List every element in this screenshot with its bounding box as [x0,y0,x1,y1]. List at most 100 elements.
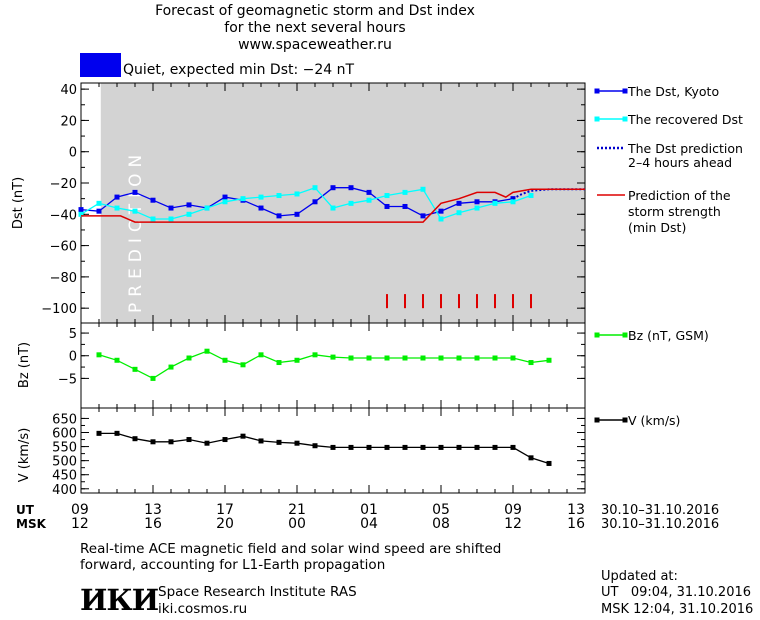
bz-nt-gsm-point [114,357,120,363]
bz-nt-gsm-point [240,362,246,368]
legend-storm-line2: storm strength [628,204,721,219]
the-recovered-dst-point [240,196,246,202]
the-recovered-dst-point [438,216,444,222]
the-dst-kyoto-point [294,211,300,217]
v-km-s-point [258,438,264,444]
the-dst-kyoto-point [186,202,192,208]
v-km-s-point [528,455,534,461]
the-recovered-dst-point [402,189,408,195]
msk-tick-label: 00 [288,516,306,532]
msk-date-range: 30.10–31.10.2016 [601,517,720,532]
v-km-s-point [456,444,462,450]
the-dst-kyoto-point [150,197,156,203]
updated-label: Updated at: [601,569,678,584]
legend-swatch-dst-kyoto-marker [622,88,628,94]
the-recovered-dst-point [114,205,120,211]
institute-site[interactable]: iki.cosmos.ru [158,601,248,617]
ut-tick-label: 13 [144,502,162,518]
bz-nt-gsm-point [132,366,138,372]
the-dst-kyoto-point [276,213,282,219]
the-dst-kyoto-point [258,205,264,211]
title-line-3: www.spaceweather.ru [238,37,392,53]
v-km-s-point [438,444,444,450]
dst-ytick-label: −100 [41,302,77,317]
bz-nt-gsm-point [402,355,408,361]
msk-tick-label: 20 [216,516,234,532]
the-dst-kyoto-point [438,208,444,214]
the-recovered-dst-point [528,193,534,199]
bz-axis-label: Bz (nT) [17,342,32,388]
v-km-s-point [132,436,138,442]
msk-tick-label: 04 [360,516,378,532]
v-km-s-point [474,444,480,450]
dst-ytick-label: 20 [60,114,77,129]
dst-ytick-label: −60 [50,240,77,255]
v-km-s-point [312,443,318,449]
the-dst-kyoto-point [456,200,462,206]
bz-nt-gsm-point [150,375,156,381]
msk-tick-label: 16 [144,516,162,532]
bz-nt-gsm-point [312,352,318,358]
the-recovered-dst-point [294,191,300,197]
title-line-2: for the next several hours [224,20,406,36]
bz-nt-gsm-point [384,355,390,361]
the-recovered-dst-point [420,186,426,192]
title-line-1: Forecast of geomagnetic storm and Dst in… [155,3,475,19]
v-km-s-point [546,460,552,466]
legend-swatch-bz-marker [622,332,628,338]
the-recovered-dst-point [204,205,210,211]
legend-dst-prediction-line1: The Dst prediction [628,141,743,156]
the-recovered-dst-point [330,205,336,211]
the-recovered-dst-point [312,185,318,191]
legend-storm-line1: Prediction of the [628,188,731,203]
legend-swatch-dst-kyoto-marker [594,88,600,94]
v-km-s-point [402,444,408,450]
dst-ytick-label: −40 [50,208,77,223]
v-km-s-point [348,444,354,450]
the-recovered-dst-point [492,200,498,206]
the-recovered-dst-point [78,211,84,217]
the-dst-kyoto-point [132,189,138,195]
v-km-s-point [294,440,300,446]
the-recovered-dst-point [276,193,282,199]
the-dst-kyoto-point [402,203,408,209]
bz-nt-gsm-point [510,355,516,361]
ut-tick-label: 01 [360,502,378,518]
the-dst-kyoto-point [474,199,480,205]
the-dst-kyoto-point [168,205,174,211]
bz-nt-gsm-point [474,355,480,361]
footer-note-line2: forward, accounting for L1-Earth propaga… [80,557,386,573]
v-km-s-point [114,430,120,436]
ut-date-range: 30.10–31.10.2016 [601,503,720,518]
the-dst-kyoto-point [366,189,372,195]
v-km-s-point [384,444,390,450]
bz-panel-frame [80,322,586,409]
the-recovered-dst-point [384,193,390,199]
speed-axis-label: V (km/s) [17,428,32,483]
v-km-s-point [366,444,372,450]
bz-nt-gsm-point [492,355,498,361]
the-recovered-dst-point [222,199,228,205]
bz-nt-gsm-point [348,355,354,361]
bz-ytick-label: −5 [58,372,77,387]
v-km-s-point [240,433,246,439]
legend-bz: Bz (nT, GSM) [628,328,709,343]
ut-tick-label: 17 [216,502,234,518]
bz-ytick-label: 0 [69,350,77,365]
ut-tick-label: 09 [504,502,522,518]
speed-ytick-label: 600 [52,427,77,442]
speed-ytick-label: 650 [52,412,77,427]
footer-note-line1: Real-time ACE magnetic field and solar w… [80,541,502,557]
dst-ytick-label: 0 [69,146,77,161]
msk-tick-label: 16 [567,516,585,532]
ut-tick-label: 05 [432,502,450,518]
bz-nt-gsm-point [420,355,426,361]
legend-dst-prediction-line2: 2–4 hours ahead [628,155,733,170]
legend-dst-recovered: The recovered Dst [628,112,743,127]
bz-nt-gsm-point [204,348,210,354]
bz-nt-gsm-point [222,357,228,363]
v-km-s-point [420,444,426,450]
the-dst-kyoto-point [330,185,336,191]
bz-nt-gsm-point [366,355,372,361]
